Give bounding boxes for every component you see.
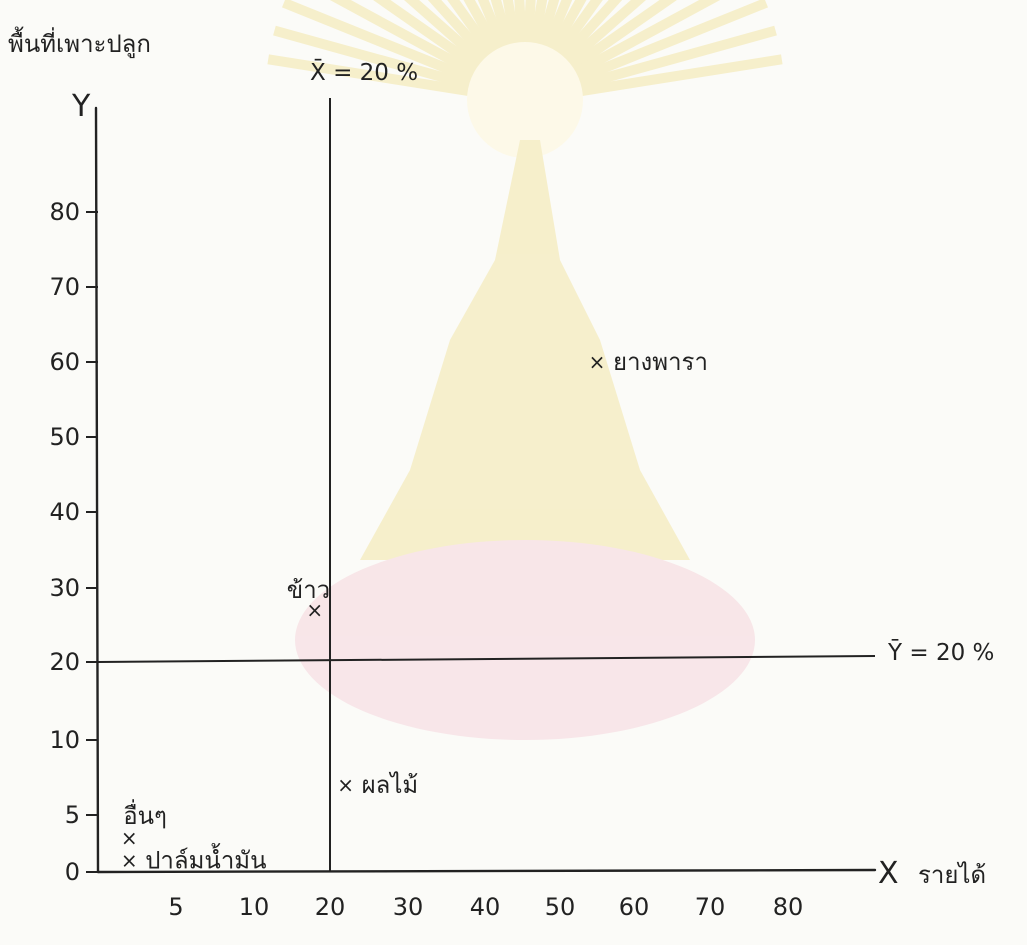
x-tick-label: 80	[773, 893, 804, 921]
y-tick-label: 40	[49, 498, 80, 526]
x-axis-title: รายได้	[918, 861, 986, 889]
data-point-label: ข้าว	[287, 576, 330, 604]
data-point-marker: ×	[306, 598, 323, 622]
watermark-pagoda	[360, 140, 690, 560]
x-tick-label: 30	[393, 893, 424, 921]
reference-lines	[97, 98, 876, 872]
y-tick-label: 50	[49, 423, 80, 451]
data-point-label: ผลไม้	[362, 771, 419, 799]
y-tick-label: 80	[49, 198, 80, 226]
y-tick-label: 10	[49, 726, 80, 754]
y-axis-line	[94, 106, 100, 874]
x-mean-label: X̄ = 20 %	[310, 58, 418, 86]
data-point-marker: ×	[121, 826, 138, 850]
x-tick-label: 70	[695, 893, 726, 921]
data-point-label: อื่นๆ	[123, 799, 167, 830]
x-ticks: 5 10 20 30 40 50 60 70 80	[168, 893, 803, 921]
data-point-marker: ×	[337, 773, 354, 797]
x-tick-label: 20	[315, 893, 346, 921]
x-tick-label: 50	[545, 893, 576, 921]
y-axis-letter: Y	[71, 89, 91, 124]
data-point-label: ปาล์มน้ำมัน	[145, 843, 266, 875]
y-axis-title: พื้นที่เพาะปลูก	[8, 26, 151, 59]
y-mean-line	[97, 655, 876, 663]
data-point-marker: ×	[121, 849, 138, 873]
x-axis-letter: X	[878, 856, 899, 891]
watermark-sun	[467, 42, 583, 158]
y-tick-label: 60	[49, 348, 80, 376]
y-tick-label: 5	[65, 801, 80, 829]
y-ticks: 0 5 10 20 30 40 50 60 70 80	[49, 198, 98, 886]
x-tick-label: 5	[168, 893, 183, 921]
x-tick-label: 60	[619, 893, 650, 921]
watermark-base	[295, 540, 755, 740]
x-tick-label: 10	[239, 893, 270, 921]
y-tick-label: 0	[65, 858, 80, 886]
data-point-marker: ×	[589, 350, 606, 374]
data-point-label: ยางพารา	[613, 348, 708, 376]
data-points: × ยางพารา×ข้าว× ผลไม้×อื่นๆ× ปาล์มน้ำมัน	[121, 348, 708, 875]
y-tick-label: 20	[49, 648, 80, 676]
y-tick-label: 30	[49, 574, 80, 602]
y-tick-label: 70	[49, 273, 80, 301]
y-mean-label: Ȳ = 20 %	[887, 639, 994, 666]
x-tick-label: 40	[470, 893, 501, 921]
x-axis-line	[96, 868, 877, 874]
